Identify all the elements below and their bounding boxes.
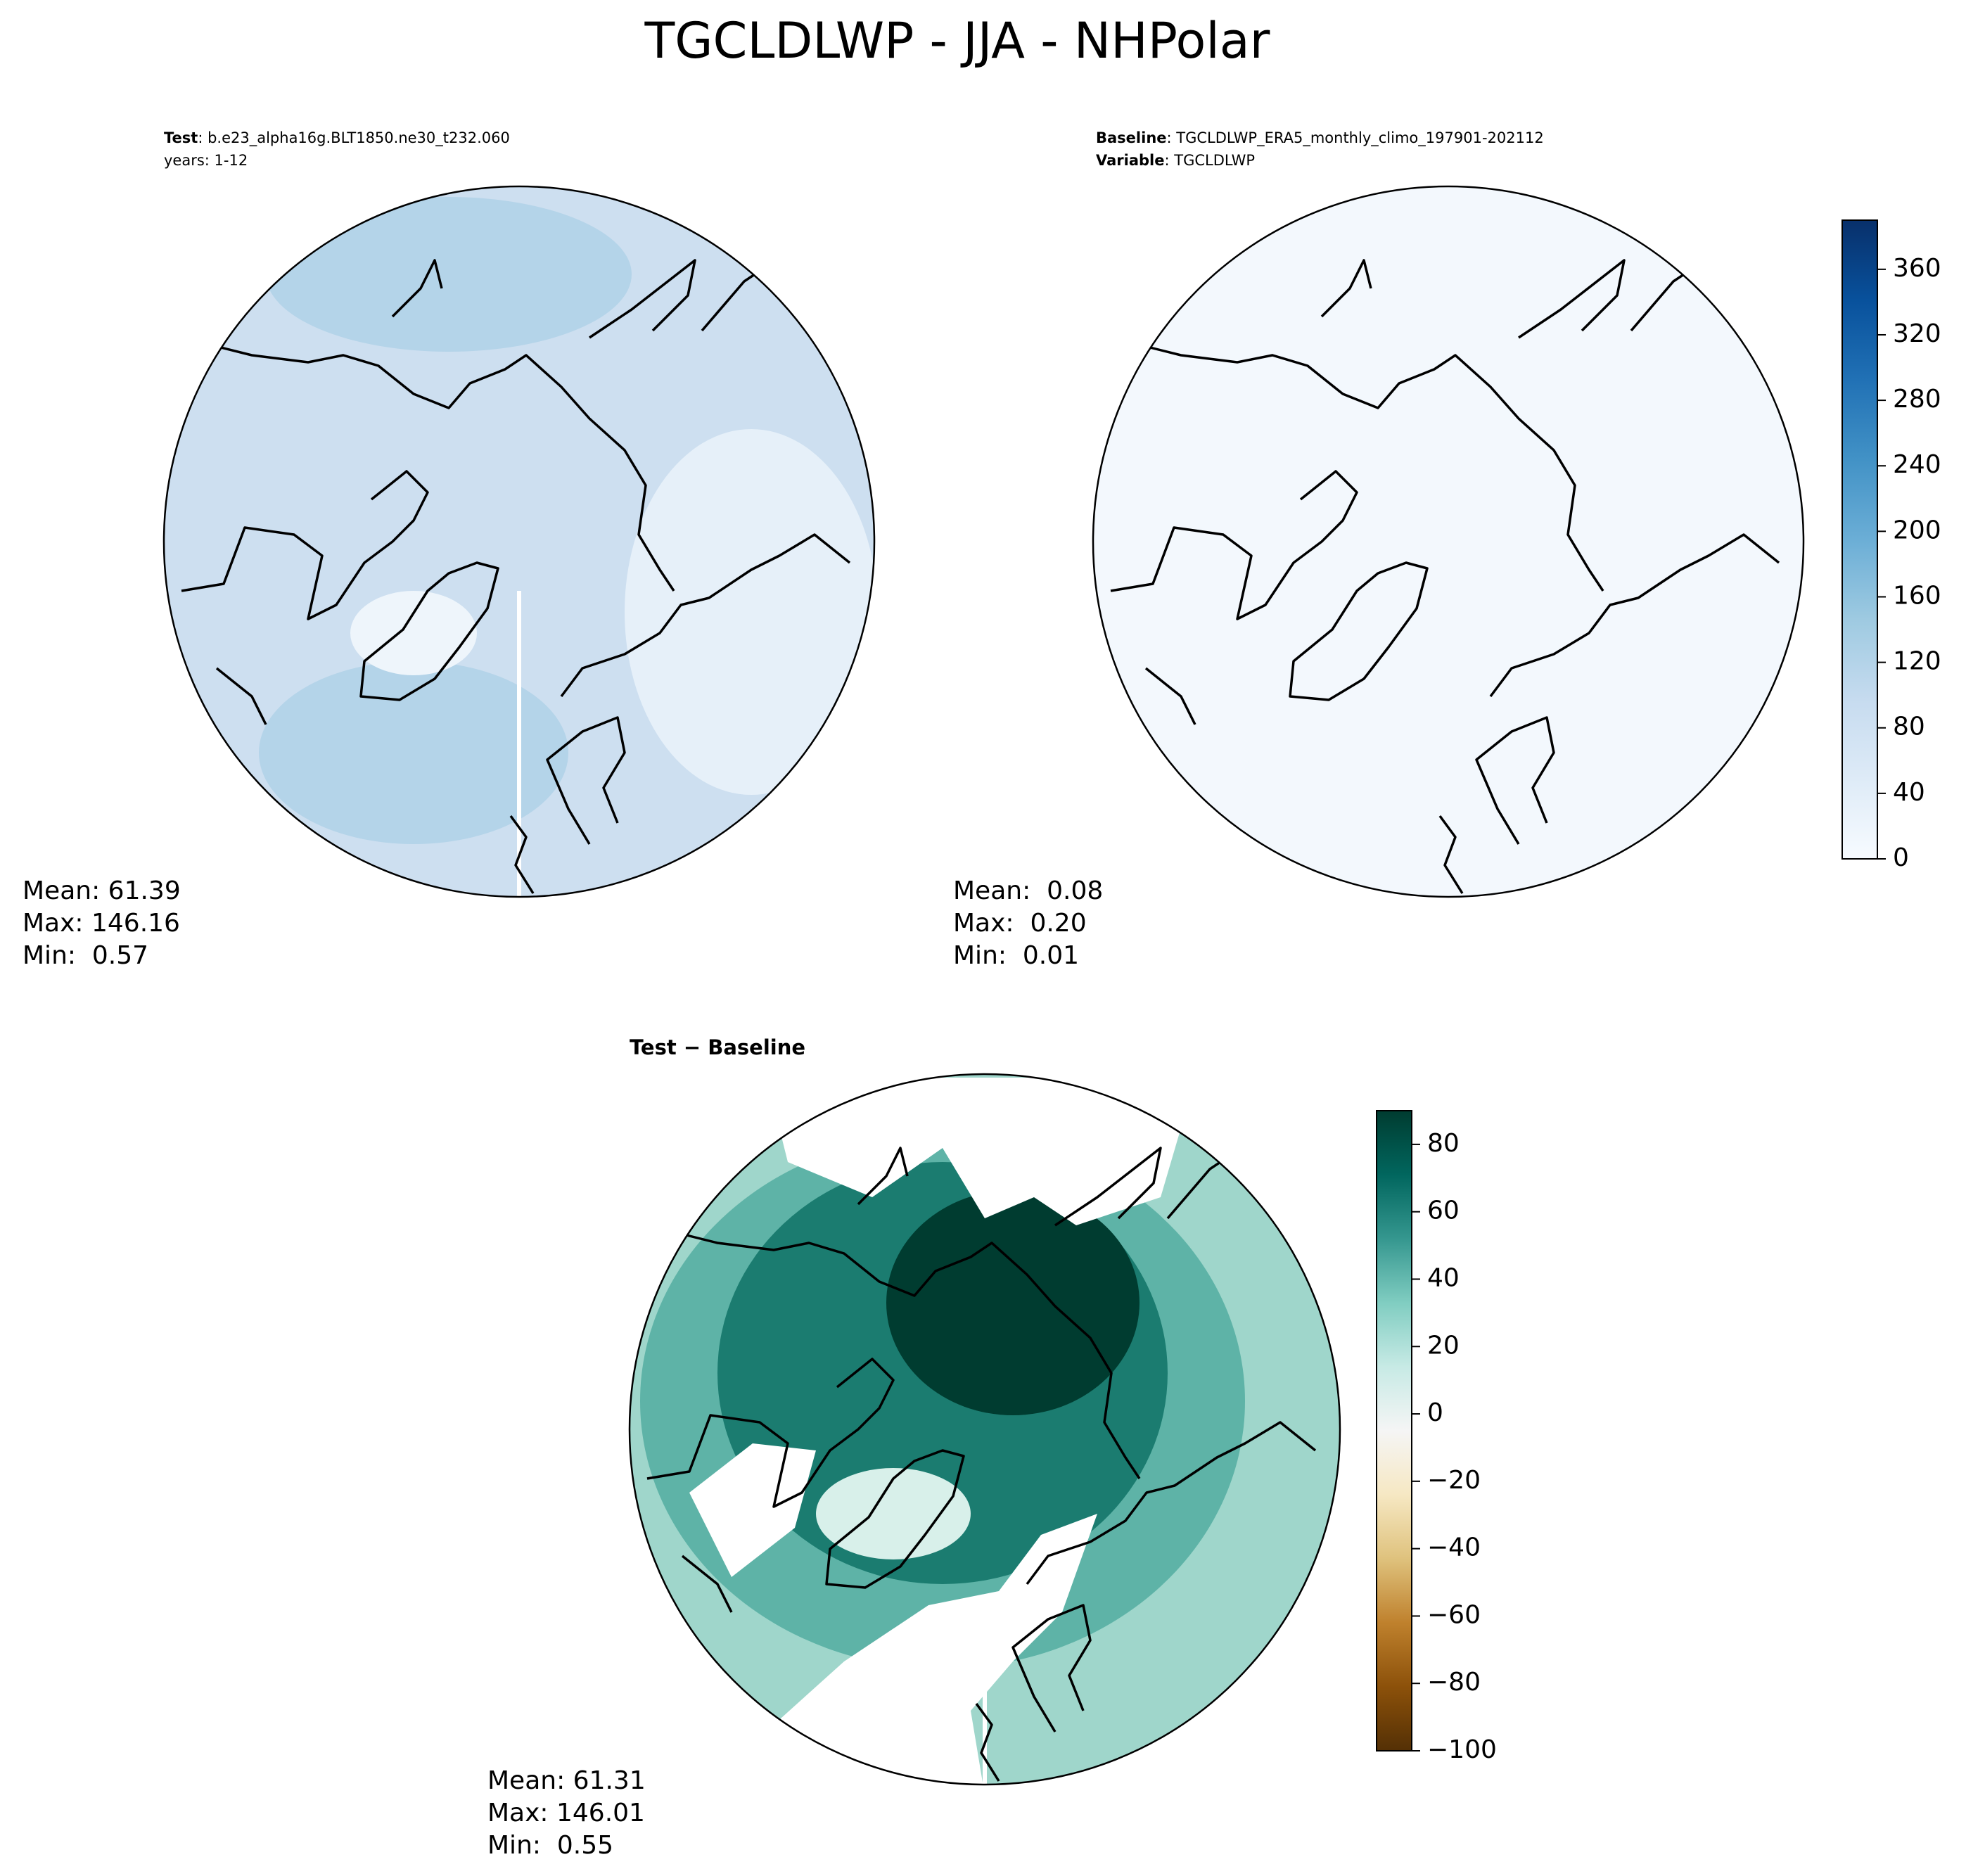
panel-title-label: Baseline — [1096, 129, 1167, 146]
missing-land — [633, 1514, 1097, 1785]
panel-subtitle-text: : TGCLDLWP — [1164, 152, 1255, 169]
missing-seam — [517, 591, 521, 897]
stat-line: Max: 146.01 — [487, 1799, 645, 1827]
colorbar — [1841, 219, 1878, 860]
missing-seam — [983, 1676, 987, 1785]
stat-line: Mean: 61.39 — [23, 876, 181, 905]
stat-line: Min: 0.01 — [953, 941, 1079, 970]
field-patch — [625, 429, 874, 795]
colorbar-tick-label: −60 — [1427, 1600, 1481, 1629]
colorbar-tick-label: −100 — [1427, 1735, 1497, 1764]
stat-line: Max: 146.16 — [23, 909, 180, 938]
panel-title-label: Test — [164, 129, 198, 146]
panel-title-label: Test − Baseline — [630, 1035, 805, 1059]
colorbar-tick-label: 320 — [1893, 319, 1941, 348]
polar-map — [1092, 185, 1805, 898]
colorbar-tick-label: 0 — [1893, 843, 1909, 872]
map-field — [164, 186, 874, 897]
colorbar-tick-label: −80 — [1427, 1668, 1481, 1697]
panel-title: Baseline: TGCLDLWP_ERA5_monthly_climo_19… — [1096, 129, 1544, 147]
colorbar-tick-label: 20 — [1427, 1331, 1460, 1360]
figure-title: TGCLDLWP - JJA - NHPolar — [644, 12, 1270, 70]
stat-line: Max: 0.20 — [953, 909, 1087, 938]
map-boundary — [162, 185, 876, 898]
panel-subtitle: Variable: TGCLDLWP — [1096, 152, 1255, 169]
colorbar-tick-label: 240 — [1893, 450, 1941, 479]
panel-title: Test − Baseline — [630, 1035, 805, 1059]
panel-title-text: : TGCLDLWP_ERA5_monthly_climo_197901-202… — [1167, 129, 1544, 147]
panel-title: Test: b.e23_alpha16g.BLT1850.ne30_t232.0… — [164, 129, 510, 147]
map-field — [1093, 186, 1804, 897]
colorbar-tick-label: 80 — [1893, 713, 1925, 741]
colorbar-tick-label: 0 — [1427, 1398, 1443, 1427]
polar-map — [628, 1073, 1341, 1786]
panel-subtitle: years: 1-12 — [164, 152, 248, 169]
map-boundary — [1092, 185, 1805, 898]
map-background — [1093, 186, 1804, 897]
field-patch — [259, 661, 568, 844]
field-patch — [816, 1468, 971, 1559]
panel-subtitle-text: years: 1-12 — [164, 152, 248, 169]
stat-line: Mean: 61.31 — [487, 1766, 646, 1795]
colorbar-tick-label: −20 — [1427, 1466, 1481, 1495]
colorbar-tick-label: 160 — [1893, 581, 1941, 610]
colorbar-tick-label: 80 — [1427, 1129, 1460, 1158]
colorbar-tick-label: 60 — [1427, 1197, 1460, 1225]
colorbar-tick-label: 360 — [1893, 254, 1941, 283]
polar-map — [162, 185, 876, 898]
panel-subtitle-label: Variable — [1096, 152, 1164, 169]
colorbar-tick-label: −40 — [1427, 1533, 1481, 1562]
stat-line: Mean: 0.08 — [953, 876, 1103, 905]
field-core — [886, 1190, 1140, 1415]
missing-land — [689, 1443, 816, 1577]
colorbar-tick-label: 120 — [1893, 647, 1941, 676]
colorbar-tick-label: 40 — [1893, 778, 1925, 807]
field-patch — [266, 197, 632, 352]
panel-title-text: : b.e23_alpha16g.BLT1850.ne30_t232.060 — [198, 129, 510, 147]
map-field — [630, 1074, 1340, 1785]
colorbar-tick-label: 200 — [1893, 516, 1941, 544]
colorbar — [1376, 1110, 1412, 1751]
stat-line: Min: 0.57 — [23, 941, 148, 970]
colorbar-tick-label: 40 — [1427, 1263, 1460, 1292]
colorbar-tick-label: 280 — [1893, 385, 1941, 414]
map-boundary — [628, 1073, 1341, 1786]
field-patch — [350, 591, 477, 675]
stat-line: Min: 0.55 — [487, 1831, 613, 1860]
